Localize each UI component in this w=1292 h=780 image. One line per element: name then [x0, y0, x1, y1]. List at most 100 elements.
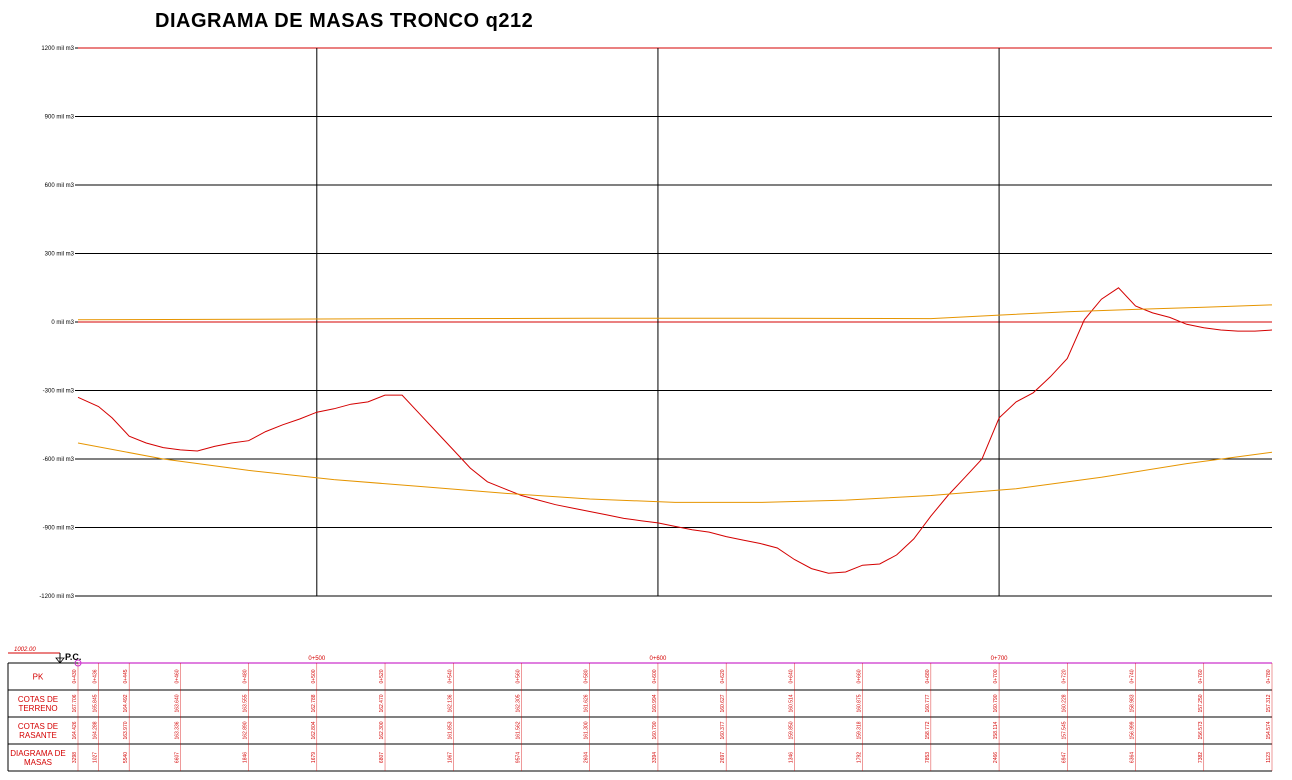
band-cell-rasante: 157.545	[1061, 721, 1067, 739]
y-tick-label: 600 mil m3	[45, 183, 75, 189]
band-cell-masas: 1027	[92, 752, 98, 763]
series-line-2	[77, 304, 1273, 321]
band-cell-masas: 7382	[1198, 752, 1204, 763]
x-major-label: 0+600	[650, 656, 668, 662]
band-cell-pk: 0+500	[311, 669, 317, 683]
band-cell-rasante: 154.574	[1266, 721, 1272, 739]
band-cell-masas: 1792	[857, 752, 863, 763]
band-cell-pk: 0+580	[584, 669, 590, 683]
band-cell-terreno: 157.312	[1266, 694, 1272, 712]
band-cell-terreno: 161.626	[584, 694, 590, 712]
band-cell-masas: 9574	[515, 752, 521, 763]
band-cell-rasante: 158.772	[925, 721, 931, 739]
band-cell-terreno: 160.627	[720, 694, 726, 712]
band-cell-rasante: 160.377	[720, 721, 726, 739]
band-cell-masas: 1067	[447, 752, 453, 763]
band-cell-rasante: 164.426	[72, 721, 78, 739]
band-cell-terreno: 164.492	[123, 694, 129, 712]
band-cell-terreno: 157.250	[1198, 694, 1204, 712]
band-cell-rasante: 163.336	[174, 721, 180, 739]
band-row-label: MASAS	[24, 758, 52, 767]
baseline-arrow	[55, 657, 65, 664]
band-cell-terreno: 158.983	[1130, 694, 1136, 712]
band-cell-rasante: 158.114	[993, 721, 999, 739]
band-cell-pk: 0+760	[1198, 669, 1204, 683]
band-cell-terreno: 167.706	[72, 694, 78, 712]
start-circle	[74, 659, 82, 667]
band-cell-pk: 0+600	[652, 669, 658, 683]
band-cell-masas: 1679	[311, 752, 317, 763]
band-cell-masas: 6947	[1061, 752, 1067, 763]
y-tick-label: -300 mil m3	[43, 389, 75, 395]
band-cell-terreno: 163.555	[243, 694, 249, 712]
band-cell-rasante: 161.562	[515, 721, 521, 739]
y-tick-label: -1200 mil m3	[39, 594, 74, 600]
band-cell-pk: 0+680	[925, 669, 931, 683]
start-label: P.C.	[65, 652, 81, 662]
band-cell-terreno: 162.470	[379, 694, 385, 712]
band-cell-masas: 3298	[72, 752, 78, 763]
y-tick-label: 0 mil m3	[51, 320, 74, 326]
band-cell-rasante: 156.573	[1198, 721, 1204, 739]
band-cell-pk: 0+640	[788, 669, 794, 683]
x-major-label: 0+700	[991, 656, 1009, 662]
band-cell-masas: 5540	[123, 752, 129, 763]
band-row-label: TERRENO	[18, 704, 57, 713]
band-cell-pk: 0+620	[720, 669, 726, 683]
y-tick-label: -900 mil m3	[43, 526, 75, 532]
band-cell-masas: 2604	[584, 752, 590, 763]
band-cell-masas: 1346	[788, 752, 794, 763]
band-cell-rasante: 162.300	[379, 721, 385, 739]
band-cell-pk: 0+540	[447, 669, 453, 683]
band-cell-terreno: 163.640	[174, 694, 180, 712]
band-cell-rasante: 162.804	[311, 721, 317, 739]
band-cell-masas: 3394	[652, 752, 658, 763]
band-row-label: COTAS DE	[18, 695, 58, 704]
band-cell-rasante: 161.300	[584, 721, 590, 739]
y-axis-labels: 1200 mil m3 900 mil m3 600 mil m3 300 mil m…	[39, 46, 74, 600]
band-cell-rasante: 159.318	[857, 721, 863, 739]
band-cell-terreno: 160.790	[993, 694, 999, 712]
band-cell-rasante: 164.288	[92, 721, 98, 739]
y-tick-label: 900 mil m3	[45, 115, 75, 121]
y-tick-label: -600 mil m3	[43, 457, 75, 463]
y-tick-label: 1200 mil m3	[41, 46, 74, 52]
band-cell-masas: 6607	[174, 752, 180, 763]
band-row-label: DIAGRAMA DE	[10, 749, 66, 758]
band-cell-pk: 0+700	[993, 669, 999, 683]
band-cell-masas: 2466	[993, 752, 999, 763]
band-cell-masas: 2697	[720, 752, 726, 763]
band-cell-masas: 6364	[1130, 752, 1136, 763]
band-cell-terreno: 165.845	[92, 694, 98, 712]
band-cell-pk: 0+660	[857, 669, 863, 683]
band-cell-masas: 7853	[925, 752, 931, 763]
band-cell-pk: 0+445	[123, 669, 129, 683]
band-cell-terreno: 160.514	[788, 694, 794, 712]
band-cell-pk: 0+720	[1061, 669, 1067, 683]
band-cell-rasante: 162.890	[243, 721, 249, 739]
band-cell-terreno: 162.305	[515, 694, 521, 712]
band-cell-rasante: 159.850	[788, 721, 794, 739]
band-row-label: PK	[33, 673, 44, 682]
band-cell-terreno: 162.136	[447, 694, 453, 712]
band-cell-terreno: 160.994	[652, 694, 658, 712]
band-cell-rasante: 163.970	[123, 721, 129, 739]
band-cell-pk: 0+430	[72, 669, 78, 683]
band-cell-rasante: 160.790	[652, 721, 658, 739]
band-cell-masas: 1123	[1266, 752, 1272, 763]
band-cell-masas: 1846	[243, 752, 249, 763]
band-cell-terreno: 160.875	[857, 694, 863, 712]
band-cell-rasante: 161.853	[447, 721, 453, 739]
band-row-label: RASANTE	[19, 731, 57, 740]
band-cell-pk: 0+740	[1130, 669, 1136, 683]
baseline-label: 1002.00	[14, 647, 36, 653]
band-cell-terreno: 160.777	[925, 694, 931, 712]
series-line-0	[77, 287, 1273, 574]
chart-title: DIAGRAMA DE MASAS TRONCO q212	[155, 10, 534, 32]
y-tick-label: 300 mil m3	[45, 252, 75, 258]
x-major-label: 0+500	[308, 656, 326, 662]
band-cell-pk: 0+460	[174, 669, 180, 683]
band-cell-pk: 0+780	[1266, 669, 1272, 683]
